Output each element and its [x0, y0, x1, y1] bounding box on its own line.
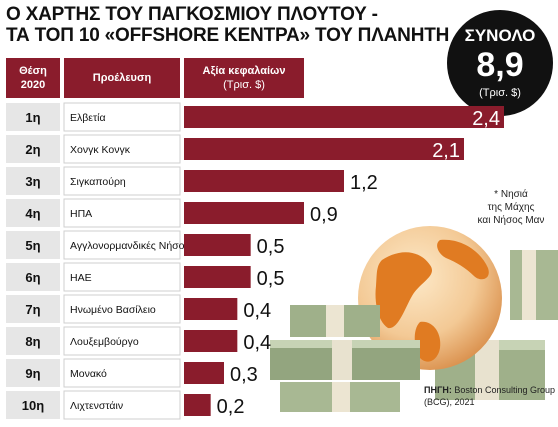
origin-cell: [63, 230, 181, 260]
origin-cell: [63, 294, 181, 324]
origin-cell: [63, 326, 181, 356]
rank-cell: [6, 263, 60, 291]
header-rank: Θέση 2020: [6, 58, 60, 98]
value-label: 0,4: [243, 300, 271, 322]
bar: [184, 106, 504, 128]
value-label: 0,3: [230, 364, 258, 386]
category-label: ΗΠΑ: [70, 208, 92, 220]
value-label: 0,4: [243, 332, 271, 354]
bar: [184, 202, 304, 224]
bar: [184, 362, 224, 384]
bar: [184, 234, 251, 256]
bar: [184, 330, 238, 352]
rank-label: 1η: [25, 110, 40, 125]
value-label: 0,9: [310, 204, 338, 226]
footnote: * Νησιά της Μάχης και Νήσος Μαν: [466, 188, 556, 227]
money-stack-icon: [270, 305, 420, 412]
title-line-1: Ο ΧΑΡΤΗΣ ΤΟΥ ΠΑΓΚΟΣΜΙΟΥ ΠΛΟΥΤΟΥ -: [6, 4, 378, 25]
origin-cell: [63, 102, 181, 132]
globe-money-illustration: [270, 226, 558, 412]
footnote-line-2: της Μάχης: [487, 202, 535, 213]
category-label: ΗΑΕ: [70, 272, 92, 284]
rank-cell: [6, 199, 60, 227]
category-label: Ηνωμένο Βασίλειο: [70, 304, 156, 316]
footnote-line-3: και Νήσος Μαν: [477, 215, 545, 226]
chart-title: Ο ΧΑΡΤΗΣ ΤΟΥ ΠΑΓΚΟΣΜΙΟΥ ΠΛΟΥΤΟΥ - ΤΑ ΤΟΠ…: [6, 4, 450, 46]
rank-label: 10η: [22, 398, 44, 413]
origin-cell: [63, 134, 181, 164]
category-label: Λουξεμβούργο: [70, 336, 139, 348]
bar: [184, 394, 211, 416]
category-label: Σιγκαπούρη: [70, 176, 126, 188]
total-unit: (Τρισ. $): [479, 87, 521, 99]
rank-cell: [6, 327, 60, 355]
footnote-line-1: * Νησιά: [494, 189, 528, 200]
rank-label: 2η: [25, 142, 40, 157]
bar: [184, 298, 238, 320]
value-label: 0,5: [257, 268, 285, 290]
header-assets: Αξία κεφαλαίων (Τρισ. $): [184, 58, 304, 98]
header-assets-unit: (Τρισ. $): [223, 79, 265, 91]
rank-label: 4η: [25, 206, 40, 221]
rank-label: 9η: [25, 366, 40, 381]
origin-cell: [63, 198, 181, 228]
category-label: Ελβετία: [70, 112, 106, 124]
category-label: Αγγλονορμανδικές Νήσοι*: [70, 240, 191, 252]
rank-label: 3η: [25, 174, 40, 189]
source-text: Boston Consulting Group (BCG), 2021: [424, 385, 555, 407]
title-line-2: ΤΑ ΤΟΠ 10 «OFFSHORE ΚΕΝΤΡΑ» ΤΟΥ ΠΛΑΝΗΤΗ: [6, 25, 450, 46]
rank-label: 6η: [25, 270, 40, 285]
value-label: 1,2: [350, 172, 378, 194]
header-rank-line1: Θέση: [19, 65, 47, 77]
rank-label: 8η: [25, 334, 40, 349]
value-label: 0,5: [257, 236, 285, 258]
source-credit: ΠΗΓΗ: Boston Consulting Group (BCG), 202…: [424, 384, 556, 408]
rank-cell: [6, 103, 60, 131]
bar: [184, 138, 464, 160]
rank-label: 5η: [25, 238, 40, 253]
header-origin: Προέλευση: [64, 58, 180, 98]
total-label: ΣΥΝΟΛΟ: [464, 26, 536, 45]
header-rank-line2: 2020: [20, 79, 46, 91]
value-label: 0,2: [217, 396, 245, 418]
rank-cell: [6, 391, 60, 419]
rank-label: 7η: [25, 302, 40, 317]
origin-cell: [63, 390, 181, 420]
bar: [184, 266, 251, 288]
header-assets-label: Αξία κεφαλαίων: [202, 65, 286, 77]
bar: [184, 170, 344, 192]
total-badge: ΣΥΝΟΛΟ 8,9 (Τρισ. $): [447, 10, 553, 116]
rank-cell: [6, 359, 60, 387]
rank-cell: [6, 231, 60, 259]
category-label: Χονγκ Κονγκ: [70, 144, 131, 156]
rank-cell: [6, 135, 60, 163]
value-label: 2,4: [472, 108, 500, 130]
rank-cell: [6, 295, 60, 323]
source-label: ΠΗΓΗ:: [424, 385, 452, 395]
category-label: Μονακό: [70, 368, 107, 380]
origin-cell: [63, 262, 181, 292]
origin-cell: [63, 166, 181, 196]
rank-cell: [6, 167, 60, 195]
category-label: Λιχτενστάιν: [70, 400, 123, 412]
total-value: 8,9: [476, 46, 524, 84]
origin-cell: [63, 358, 181, 388]
value-label: 2,1: [432, 140, 460, 162]
